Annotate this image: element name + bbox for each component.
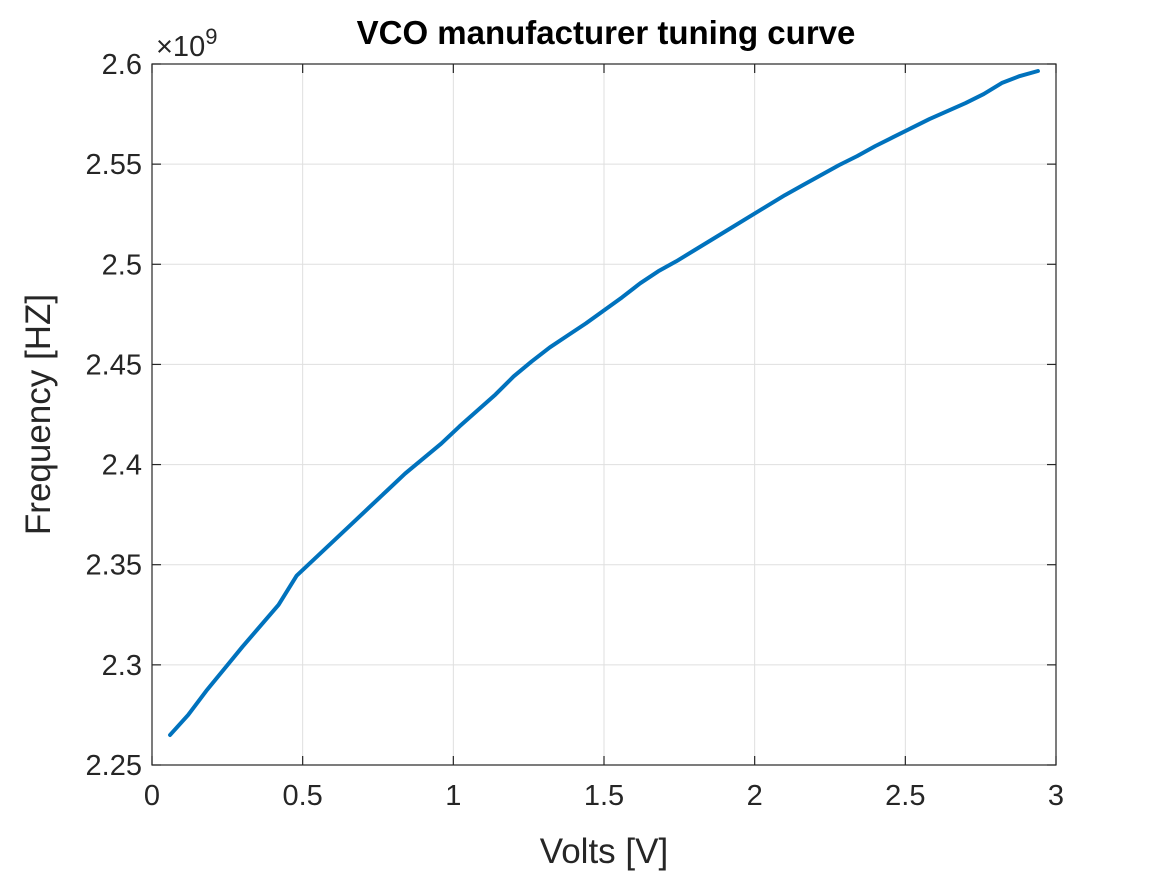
series-line — [168, 69, 1040, 737]
y-tick-label: 2.25 — [86, 750, 142, 782]
x-axis-title: Volts [V] — [540, 832, 668, 871]
y-axis-title: Frequency [HZ] — [19, 294, 58, 535]
x-tick-label: 3 — [1048, 780, 1064, 812]
grid-lines — [151, 63, 1057, 766]
x-tick-label: 0 — [144, 780, 160, 812]
exponent-times-base: ×10 — [156, 31, 205, 63]
chart-title: VCO manufacturer tuning curve — [357, 14, 856, 51]
y-tick-label: 2.5 — [102, 249, 142, 281]
axis-ticks: 0 0.5 1 1.5 2 2.5 3 2.25 2.3 2.35 2.4 2.45 2.5 2.55 2.… — [86, 49, 1065, 812]
y-tick-label: 2.55 — [86, 149, 142, 181]
y-tick-label: 2.4 — [102, 450, 142, 482]
y-tick-label: 2.6 — [102, 49, 142, 81]
y-tick-label: 2.3 — [102, 650, 142, 682]
x-tick-label: 2.5 — [885, 780, 925, 812]
x-tick-label: 0.5 — [283, 780, 323, 812]
x-tick-label: 2 — [747, 780, 763, 812]
series-layer — [168, 69, 1040, 737]
y-tick-label: 2.45 — [86, 349, 142, 381]
x-tick-label: 1.5 — [584, 780, 624, 812]
x-tick-label: 1 — [445, 780, 461, 812]
y-axis-exponent: ×109 — [156, 24, 217, 63]
y-tick-label: 2.35 — [86, 550, 142, 582]
exponent-power: 9 — [205, 24, 217, 49]
